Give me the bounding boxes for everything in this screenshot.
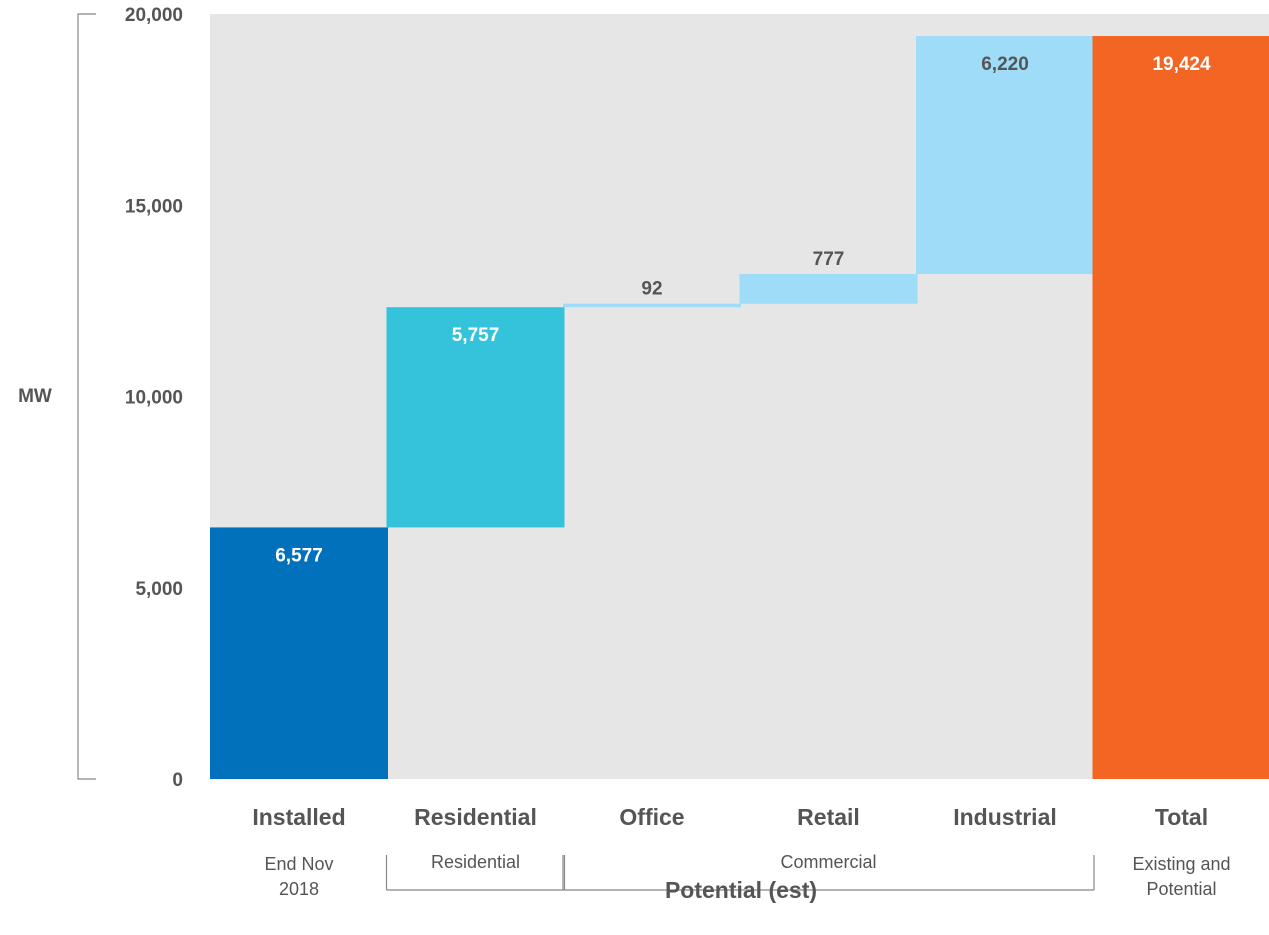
data-label-installed: 6,577 bbox=[275, 545, 323, 566]
category-label-office: Office bbox=[619, 804, 684, 830]
y-tick-label: 5,000 bbox=[135, 579, 183, 600]
data-label-retail: 777 bbox=[813, 249, 845, 270]
category-label-retail: Retail bbox=[797, 804, 860, 830]
group-label: Commercial bbox=[780, 852, 876, 872]
group-bracket bbox=[562, 855, 1095, 890]
y-axis-label: MW bbox=[18, 386, 52, 407]
y-tick-label: 15,000 bbox=[125, 196, 183, 217]
potential-title: Potential (est) bbox=[665, 877, 817, 903]
bar-retail bbox=[739, 273, 918, 304]
category-label-total: Total bbox=[1155, 804, 1208, 830]
y-axis-line bbox=[77, 13, 96, 780]
category-labels: Installed Residential Office Retail Industri… bbox=[252, 804, 1208, 830]
group-bracket bbox=[385, 855, 566, 890]
data-labels: 6,577 5,757 92 777 6,220 19,424 bbox=[275, 54, 1211, 566]
group-label: End Nov bbox=[264, 854, 333, 874]
group-labels: End Nov 2018 Residential Commercial Existing… bbox=[264, 852, 1230, 899]
y-tick-label: 0 bbox=[172, 770, 183, 791]
data-label-industrial: 6,220 bbox=[981, 54, 1029, 75]
data-label-total: 19,424 bbox=[1152, 54, 1211, 75]
group-label: Residential bbox=[431, 852, 520, 872]
y-axis: 0 5,000 10,000 15,000 20,000 bbox=[77, 5, 183, 791]
data-label-residential: 5,757 bbox=[452, 325, 500, 346]
category-label-installed: Installed bbox=[252, 804, 345, 830]
bar-installed bbox=[210, 527, 388, 779]
group-label: Potential bbox=[1146, 879, 1216, 899]
data-label-office: 92 bbox=[641, 279, 662, 300]
bars bbox=[210, 36, 1269, 780]
group-label: Existing and bbox=[1132, 854, 1230, 874]
y-tick-label: 20,000 bbox=[125, 5, 183, 26]
group-label: 2018 bbox=[279, 879, 319, 899]
category-label-residential: Residential bbox=[414, 804, 537, 830]
y-tick-label: 10,000 bbox=[125, 388, 183, 409]
bar-office bbox=[563, 303, 741, 308]
bar-industrial bbox=[916, 36, 1094, 274]
bar-total bbox=[1092, 36, 1269, 780]
bar-residential bbox=[386, 307, 565, 528]
category-label-industrial: Industrial bbox=[953, 804, 1057, 830]
